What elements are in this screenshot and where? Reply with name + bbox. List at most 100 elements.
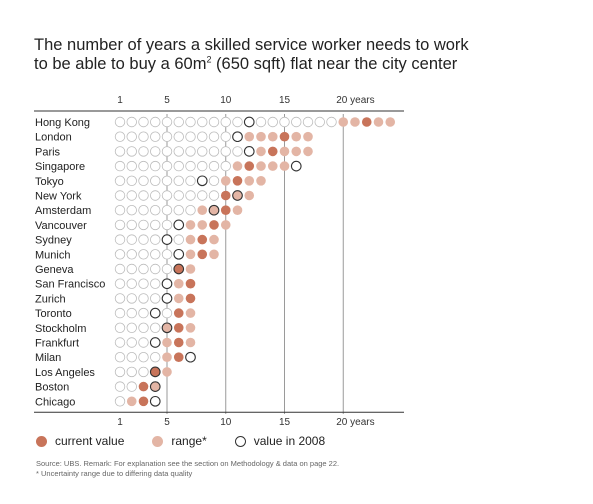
source-note: Source: UBS. Remark: For explanation see… — [36, 459, 340, 468]
dot-los-angeles-1-empty — [114, 366, 126, 378]
dot-amsterdam-10-current — [220, 205, 231, 215]
dot-san-francisco-5-value-2008 — [161, 278, 173, 290]
dot-london-13-range — [256, 131, 266, 142]
dot-toronto-1-empty — [114, 307, 126, 319]
dot-new-york-4-empty — [150, 190, 161, 201]
dot-zurich-3-empty — [138, 293, 149, 304]
dot-san-francisco-7-current — [185, 278, 196, 289]
city-label-geneva: Geneva — [35, 264, 74, 276]
city-label-zurich: Zurich — [35, 293, 66, 305]
dot-geneva-6-current-2008 — [173, 263, 185, 275]
dot-new-york-12-range — [244, 190, 255, 201]
dot-amsterdam-7-empty — [185, 204, 196, 216]
dot-paris-6-empty — [173, 146, 184, 157]
dot-amsterdam-11-range — [232, 205, 243, 215]
city-label-amsterdam: Amsterdam — [35, 205, 91, 217]
legend-2008-label: value in 2008 — [253, 434, 326, 448]
dot-chicago-1-empty — [114, 396, 126, 407]
dot-munich-8-current — [197, 249, 208, 260]
dot-toronto-4-value-2008 — [149, 307, 161, 319]
dot-chicago-4-value-2008 — [149, 395, 161, 407]
city-label-stockholm: Stockholm — [35, 323, 86, 335]
dot-tokyo-3-empty — [138, 175, 149, 187]
dot-sydney-8-current — [197, 234, 208, 245]
dot-boston-1-empty — [114, 381, 126, 392]
dot-paris-15-range — [279, 146, 290, 157]
dot-singapore-13-range — [256, 161, 266, 171]
dot-boston-2-empty — [126, 381, 137, 392]
dot-tokyo-2-empty — [126, 175, 137, 187]
dot-hong-kong-7-empty — [185, 116, 196, 128]
dot-geneva-5-empty — [161, 263, 173, 275]
title-line-2-pre: to be able to buy a 60m — [34, 55, 207, 73]
chart-title: The number of years a skilled service wo… — [34, 36, 574, 74]
dot-tokyo-1-empty — [114, 175, 126, 187]
dot-san-francisco-1-empty — [114, 278, 126, 289]
dot-hong-kong-18-empty — [314, 116, 325, 128]
title-superscript: 2 — [206, 54, 212, 65]
dot-amsterdam-6-empty — [173, 204, 184, 216]
dot-tokyo-6-empty — [173, 175, 184, 187]
dot-london-15-current — [279, 131, 290, 142]
dot-milan-3-empty — [138, 352, 149, 363]
dot-sydney-4-empty — [150, 234, 161, 245]
city-label-vancouver: Vancouver — [35, 220, 87, 232]
dot-hong-kong-23-range — [373, 117, 384, 127]
city-label-hong-kong: Hong Kong — [35, 117, 90, 129]
dot-stockholm-5-range-2008 — [161, 322, 173, 334]
dot-frankfurt-7-range — [185, 337, 196, 348]
footer: Source: UBS. Remark: For explanation see… — [36, 459, 339, 479]
dot-paris-12-value-2008 — [243, 146, 255, 157]
city-label-munich: Munich — [35, 249, 70, 261]
dot-los-angeles-3-empty — [138, 366, 149, 378]
dot-london-16-range — [291, 131, 302, 142]
dot-stockholm-4-empty — [150, 322, 161, 334]
dot-milan-5-range — [162, 352, 172, 363]
dot-singapore-1-empty — [114, 160, 126, 172]
dot-zurich-2-empty — [126, 293, 137, 304]
dot-amsterdam-5-empty — [161, 204, 173, 216]
dot-tokyo-12-range — [244, 176, 255, 186]
dot-new-york-8-empty — [197, 190, 208, 201]
dot-paris-14-current — [267, 146, 278, 157]
dot-frankfurt-5-range — [162, 337, 172, 348]
dot-stockholm-1-empty — [114, 322, 126, 334]
dot-toronto-5-empty — [161, 307, 173, 319]
dot-frankfurt-1-empty — [114, 337, 126, 348]
dot-sydney-1-empty — [114, 234, 126, 245]
dot-hong-kong-2-empty — [126, 116, 137, 128]
dot-amsterdam-8-range — [197, 205, 208, 215]
dot-vancouver-7-range — [185, 220, 196, 230]
dot-hong-kong-9-empty — [208, 116, 220, 128]
dot-tokyo-5-empty — [161, 175, 173, 187]
dot-tokyo-10-range — [220, 176, 231, 186]
dot-vancouver-10-range — [220, 220, 231, 230]
dot-stockholm-6-current — [173, 323, 184, 333]
dot-munich-4-empty — [150, 249, 161, 260]
dot-hong-kong-16-empty — [291, 116, 302, 128]
dot-hong-kong-15-empty — [279, 116, 290, 128]
dot-hong-kong-22-current — [361, 117, 372, 127]
dot-london-8-empty — [197, 131, 208, 142]
dot-san-francisco-2-empty — [126, 278, 137, 289]
dot-zurich-1-empty — [114, 293, 126, 304]
x-tick-label-bottom-1: 1 — [117, 417, 123, 428]
dot-vancouver-3-empty — [138, 219, 149, 231]
dot-vancouver-4-empty — [150, 219, 161, 231]
dot-hong-kong-17-empty — [302, 116, 314, 128]
dot-amsterdam-9-range-2008 — [208, 204, 220, 216]
dot-sydney-7-range — [185, 234, 196, 245]
city-label-milan: Milan — [35, 352, 61, 364]
dot-stockholm-2-empty — [126, 322, 137, 334]
dot-vancouver-5-empty — [161, 219, 173, 231]
dot-paris-4-empty — [150, 146, 161, 157]
dot-stockholm-7-range — [185, 323, 196, 333]
dot-hong-kong-6-empty — [173, 116, 184, 128]
title-line-2: to be able to buy a 60m2 (650 sqft) flat… — [34, 55, 574, 74]
dot-toronto-6-current — [173, 308, 184, 318]
dot-london-17-range — [303, 131, 313, 142]
city-label-boston: Boston — [35, 382, 69, 394]
dot-vancouver-1-empty — [114, 219, 126, 231]
dot-san-francisco-4-empty — [150, 278, 161, 289]
dot-singapore-3-empty — [138, 160, 149, 172]
